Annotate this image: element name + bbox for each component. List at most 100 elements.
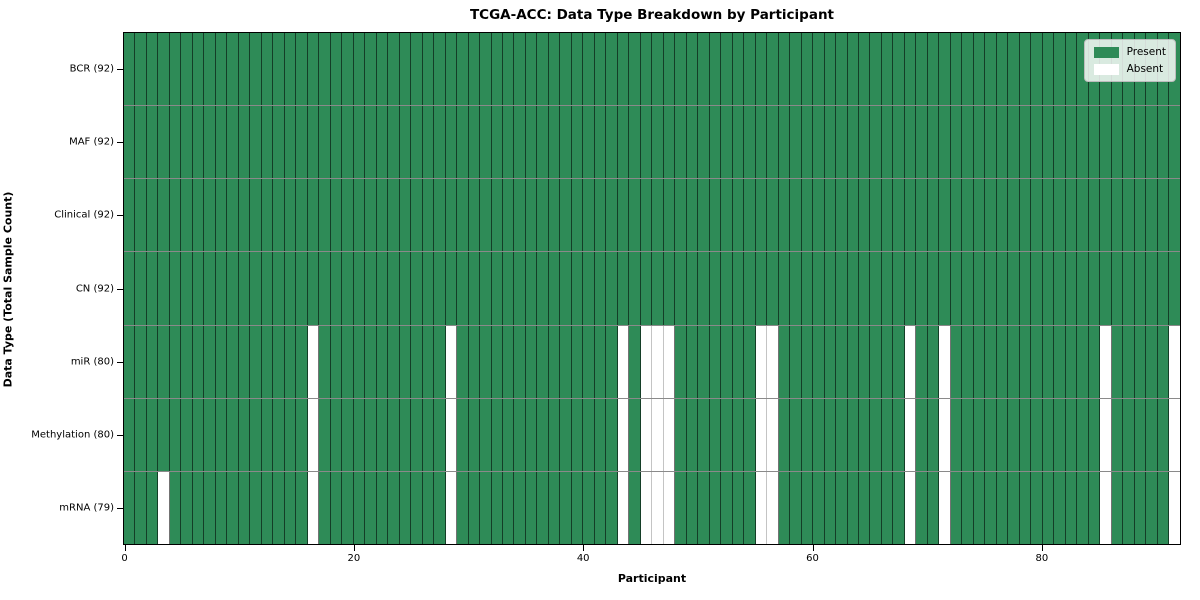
- heatmap-cell: [422, 471, 435, 544]
- heatmap-cell: [675, 325, 687, 398]
- heatmap-cell: [881, 325, 894, 398]
- heatmap-cell: [790, 398, 802, 471]
- heatmap-cell: [640, 398, 653, 471]
- heatmap-cell: [353, 398, 366, 471]
- heatmap-cell: [755, 398, 768, 471]
- heatmap-cell: [215, 471, 228, 544]
- heatmap-cell: [801, 325, 814, 398]
- heatmap-cell: [859, 325, 871, 398]
- heatmap-cell: [870, 252, 882, 325]
- heatmap-cell: [1123, 179, 1135, 252]
- heatmap-cell: [652, 33, 664, 106]
- heatmap-cell: [1077, 325, 1089, 398]
- heatmap-cell: [571, 471, 584, 544]
- heatmap-cell: [778, 179, 791, 252]
- heatmap-cell: [755, 106, 768, 179]
- y-tick-mark: [117, 361, 123, 363]
- heatmap-cell: [169, 398, 182, 471]
- heatmap-cell: [904, 33, 917, 106]
- heatmap-cell: [502, 325, 515, 398]
- heatmap-cell: [904, 252, 917, 325]
- heatmap-cell: [445, 398, 458, 471]
- heatmap-cell: [434, 252, 446, 325]
- heatmap-cell: [813, 325, 825, 398]
- heatmap-cell: [709, 252, 722, 325]
- heatmap-cell: [457, 179, 469, 252]
- heatmap-cell: [284, 398, 297, 471]
- heatmap-cell: [376, 179, 389, 252]
- x-tick-label: 80: [1035, 553, 1049, 564]
- heatmap-cell: [284, 179, 297, 252]
- heatmap-cell: [388, 398, 400, 471]
- heatmap-cell: [594, 398, 607, 471]
- legend: Present Absent: [1083, 39, 1176, 82]
- heatmap-cell: [192, 252, 205, 325]
- heatmap-cell: [927, 179, 940, 252]
- y-tick-mark: [117, 215, 123, 217]
- heatmap-cell: [457, 471, 469, 544]
- heatmap-cell: [1054, 252, 1066, 325]
- heatmap-cell: [1042, 179, 1055, 252]
- heatmap-cell: [996, 471, 1009, 544]
- heatmap-cell: [1123, 398, 1135, 471]
- heatmap-cell: [181, 106, 193, 179]
- heatmap-cell: [755, 252, 768, 325]
- heatmap-cell: [376, 398, 389, 471]
- heatmap-cell: [388, 179, 400, 252]
- heatmap-cell: [296, 33, 308, 106]
- legend-swatch-present: [1093, 46, 1119, 58]
- heatmap-cell: [870, 398, 882, 471]
- heatmap-cell: [836, 325, 848, 398]
- heatmap-cell: [950, 325, 963, 398]
- heatmap-cell: [480, 471, 492, 544]
- heatmap-cell: [675, 179, 687, 252]
- heatmap-cell: [399, 252, 412, 325]
- heatmap-cell: [904, 471, 917, 544]
- heatmap-cell: [296, 252, 308, 325]
- heatmap-cell: [709, 106, 722, 179]
- y-tick-label-Clinical: Clinical (92): [54, 209, 114, 221]
- heatmap-cell: [422, 325, 435, 398]
- heatmap-cell: [881, 106, 894, 179]
- heatmap-cell: [330, 325, 343, 398]
- heatmap-cell: [1111, 179, 1124, 252]
- heatmap-cell: [629, 398, 641, 471]
- heatmap-cell: [445, 33, 458, 106]
- heatmap-cell: [502, 252, 515, 325]
- heatmap-cell: [434, 398, 446, 471]
- heatmap-cell: [525, 325, 538, 398]
- heatmap-cell: [215, 325, 228, 398]
- heatmap-cell: [996, 33, 1009, 106]
- y-tick-mark: [117, 68, 123, 70]
- heatmap-cell: [767, 33, 779, 106]
- heatmap-cell: [261, 471, 274, 544]
- heatmap-cell: [985, 398, 997, 471]
- heatmap-cell: [169, 252, 182, 325]
- heatmap-cell: [1111, 471, 1124, 544]
- heatmap-cell: [502, 398, 515, 471]
- heatmap-cell: [204, 106, 216, 179]
- heatmap-cell: [445, 325, 458, 398]
- heatmap-cell: [296, 179, 308, 252]
- heatmap-cell: [491, 33, 503, 106]
- heatmap-cell: [445, 179, 458, 252]
- heatmap-cell: [652, 325, 664, 398]
- heatmap-cell: [227, 398, 239, 471]
- heatmap-cell: [537, 325, 549, 398]
- heatmap-cell: [606, 106, 618, 179]
- heatmap-cell: [480, 106, 492, 179]
- heatmap-cell: [525, 33, 538, 106]
- heatmap-cell: [250, 252, 262, 325]
- heatmap-cell: [778, 106, 791, 179]
- heatmap-cell: [606, 471, 618, 544]
- heatmap-cell: [434, 471, 446, 544]
- heatmap-cell: [525, 398, 538, 471]
- heatmap-cell: [1134, 252, 1147, 325]
- heatmap-cell: [215, 398, 228, 471]
- heatmap-cell: [135, 106, 147, 179]
- heatmap-cell: [1031, 33, 1043, 106]
- heatmap-cell: [755, 471, 768, 544]
- heatmap-cell: [296, 398, 308, 471]
- heatmap-cell: [652, 252, 664, 325]
- heatmap-cell: [836, 398, 848, 471]
